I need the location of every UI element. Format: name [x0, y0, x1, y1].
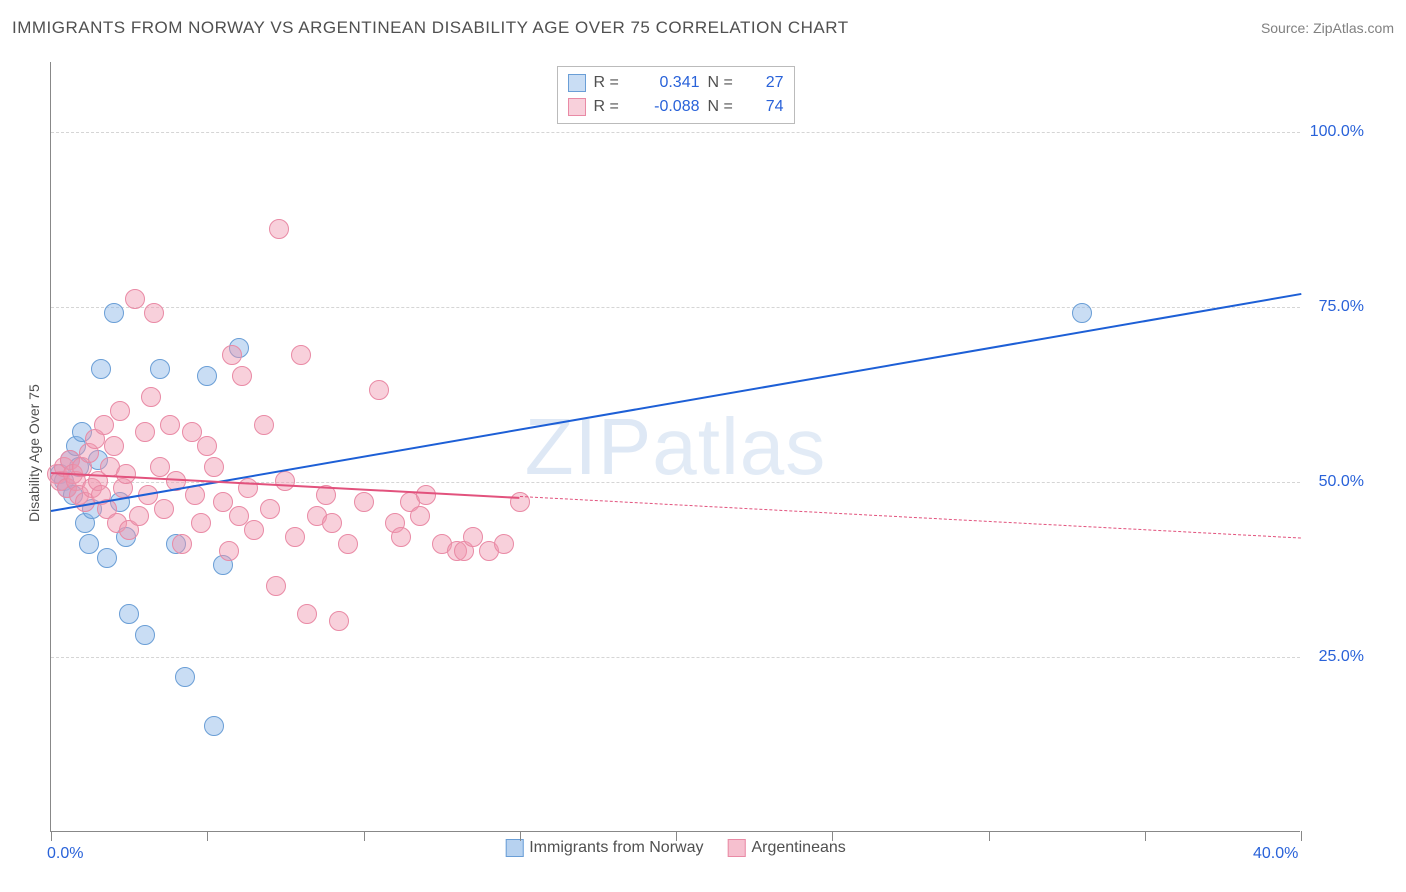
- x-tick: [1301, 831, 1302, 841]
- data-point-argentina: [369, 380, 389, 400]
- data-point-argentina: [410, 506, 430, 526]
- data-point-argentina: [135, 422, 155, 442]
- x-tick: [1145, 831, 1146, 841]
- x-tick: [207, 831, 208, 841]
- y-tick-label: 25.0%: [1319, 648, 1364, 666]
- gridline: [51, 132, 1300, 133]
- data-point-argentina: [104, 436, 124, 456]
- data-point-argentina: [494, 534, 514, 554]
- y-tick-label: 100.0%: [1310, 123, 1364, 141]
- data-point-argentina: [94, 415, 114, 435]
- gridline: [51, 657, 1300, 658]
- legend-item-norway: Immigrants from Norway: [505, 839, 703, 857]
- data-point-argentina: [322, 513, 342, 533]
- trendline-argentina-dashed: [520, 496, 1301, 539]
- trendline-norway: [51, 293, 1301, 512]
- data-point-norway: [197, 366, 217, 386]
- data-point-argentina: [254, 415, 274, 435]
- data-point-argentina: [329, 611, 349, 631]
- data-point-argentina: [260, 499, 280, 519]
- data-point-norway: [1072, 303, 1092, 323]
- y-tick-label: 75.0%: [1319, 298, 1364, 316]
- x-tick: [520, 831, 521, 841]
- data-point-norway: [79, 534, 99, 554]
- x-tick-label: 0.0%: [47, 845, 83, 863]
- gridline: [51, 307, 1300, 308]
- data-point-argentina: [244, 520, 264, 540]
- y-axis-label: Disability Age Over 75: [26, 384, 42, 522]
- data-point-argentina: [204, 457, 224, 477]
- data-point-argentina: [116, 464, 136, 484]
- watermark: ZIPatlas: [525, 401, 826, 493]
- data-point-argentina: [222, 345, 242, 365]
- data-point-argentina: [297, 604, 317, 624]
- chart-area: Disability Age Over 75 ZIPatlas R = 0.34…: [50, 62, 1370, 832]
- data-point-argentina: [191, 513, 211, 533]
- data-point-norway: [119, 604, 139, 624]
- x-tick: [676, 831, 677, 841]
- data-point-argentina: [391, 527, 411, 547]
- data-point-norway: [135, 625, 155, 645]
- data-point-argentina: [129, 506, 149, 526]
- data-point-argentina: [232, 366, 252, 386]
- data-point-argentina: [354, 492, 374, 512]
- legend-row-argentina: R = -0.088 N = 74: [568, 95, 784, 119]
- data-point-argentina: [110, 401, 130, 421]
- data-point-norway: [175, 667, 195, 687]
- swatch-norway-icon: [505, 839, 523, 857]
- data-point-argentina: [141, 387, 161, 407]
- swatch-argentina: [568, 98, 586, 116]
- data-point-argentina: [338, 534, 358, 554]
- data-point-argentina: [269, 219, 289, 239]
- data-point-norway: [91, 359, 111, 379]
- data-point-norway: [104, 303, 124, 323]
- chart-title: IMMIGRANTS FROM NORWAY VS ARGENTINEAN DI…: [12, 18, 849, 38]
- x-tick: [832, 831, 833, 841]
- swatch-norway: [568, 74, 586, 92]
- series-legend: Immigrants from Norway Argentineans: [505, 839, 846, 857]
- data-point-norway: [204, 716, 224, 736]
- legend-item-argentina: Argentineans: [727, 839, 845, 857]
- data-point-argentina: [416, 485, 436, 505]
- data-point-argentina: [154, 499, 174, 519]
- y-tick-label: 50.0%: [1319, 473, 1364, 491]
- chart-header: IMMIGRANTS FROM NORWAY VS ARGENTINEAN DI…: [12, 18, 1394, 38]
- data-point-argentina: [266, 576, 286, 596]
- x-tick: [51, 831, 52, 841]
- x-tick: [364, 831, 365, 841]
- data-point-argentina: [291, 345, 311, 365]
- data-point-norway: [97, 548, 117, 568]
- data-point-argentina: [160, 415, 180, 435]
- data-point-argentina: [197, 436, 217, 456]
- data-point-argentina: [285, 527, 305, 547]
- plot-region: ZIPatlas R = 0.341 N = 27 R = -0.088 N =…: [50, 62, 1300, 832]
- data-point-norway: [150, 359, 170, 379]
- legend-row-norway: R = 0.341 N = 27: [568, 71, 784, 95]
- x-tick-label: 40.0%: [1253, 845, 1298, 863]
- x-tick: [989, 831, 990, 841]
- source-attribution: Source: ZipAtlas.com: [1261, 20, 1394, 36]
- data-point-argentina: [125, 289, 145, 309]
- data-point-argentina: [238, 478, 258, 498]
- data-point-argentina: [144, 303, 164, 323]
- data-point-argentina: [172, 534, 192, 554]
- data-point-argentina: [275, 471, 295, 491]
- swatch-argentina-icon: [727, 839, 745, 857]
- correlation-legend: R = 0.341 N = 27 R = -0.088 N = 74: [557, 66, 795, 124]
- data-point-argentina: [219, 541, 239, 561]
